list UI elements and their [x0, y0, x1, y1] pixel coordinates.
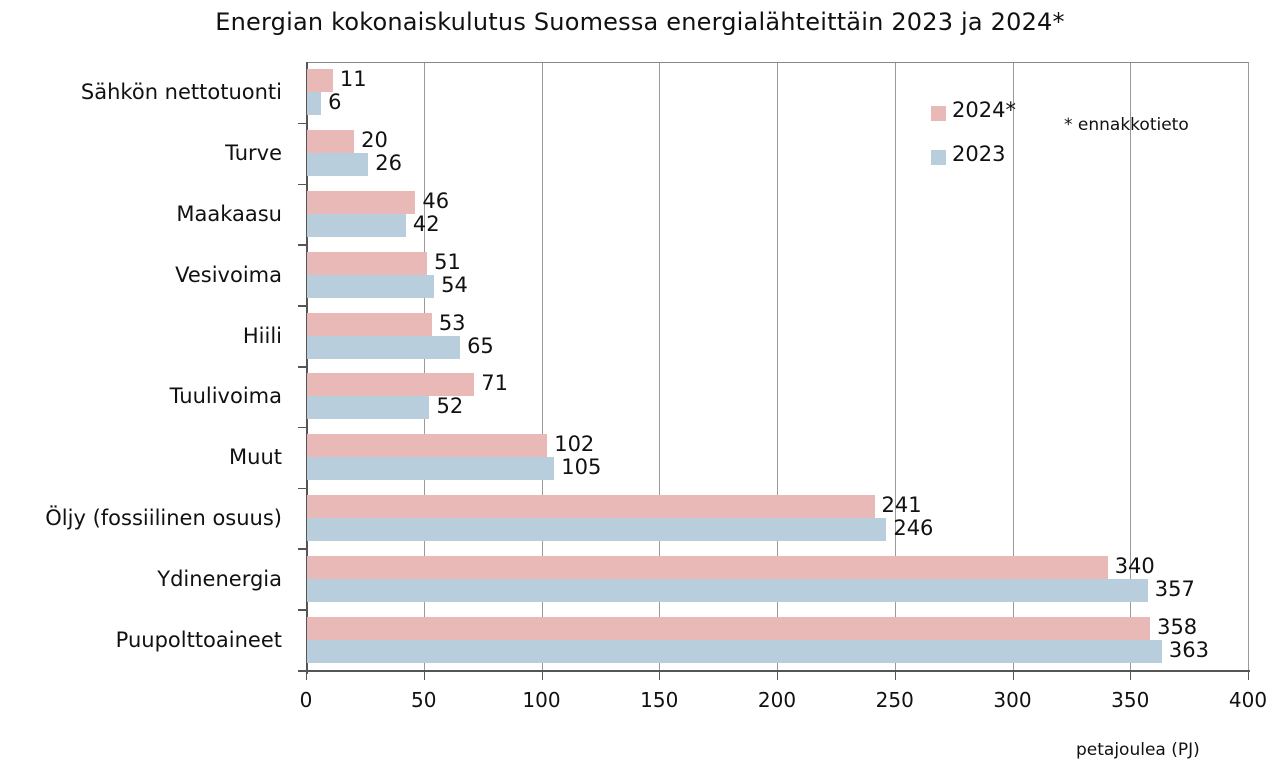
- gridline: [423, 63, 425, 671]
- category-label: Ydinenergia: [157, 566, 282, 591]
- bar-2024: [307, 251, 428, 275]
- x-tick: [306, 670, 307, 680]
- y-tick: [298, 548, 306, 550]
- bar-2024: [307, 191, 416, 214]
- chart-title: Energian kokonaiskulutus Suomessa energi…: [215, 8, 1065, 36]
- gridline: [1012, 63, 1014, 671]
- plot-area: [306, 62, 1249, 671]
- bar-value-label: 20: [361, 128, 388, 153]
- category-label: Öljy (fossiilinen osuus): [45, 506, 282, 530]
- legend-swatch-2023: [931, 150, 946, 165]
- bar-value-label: 26: [375, 151, 402, 176]
- bar-2023: [307, 578, 1148, 602]
- y-tick: [298, 426, 306, 429]
- gridline: [659, 63, 661, 671]
- bar-value-label: 42: [412, 212, 440, 236]
- y-tick: [298, 244, 306, 246]
- bar-2023: [307, 274, 435, 298]
- bar-value-label: 51: [434, 249, 461, 274]
- x-tick-label: 100: [522, 688, 561, 712]
- bar-value-label: 340: [1114, 553, 1155, 578]
- x-tick: [1012, 670, 1014, 680]
- legend-swatch-2024: [931, 106, 946, 121]
- category-label: Muut: [229, 445, 282, 470]
- x-tick-label: 250: [875, 688, 914, 712]
- bar-value-label: 241: [881, 493, 922, 517]
- bar-2024: [307, 312, 432, 336]
- bar-2023: [307, 92, 322, 116]
- bar-value-label: 65: [467, 333, 494, 358]
- bar-2023: [307, 335, 461, 359]
- y-tick: [298, 487, 306, 490]
- x-axis-unit-label: petajoulea (PJ): [1076, 740, 1200, 760]
- y-axis-line: [306, 62, 308, 674]
- category-label: Tuulivoima: [169, 384, 282, 409]
- bar-value-label: 52: [436, 394, 464, 419]
- bar-value-label: 11: [339, 67, 367, 92]
- x-axis-line: [298, 670, 1250, 672]
- x-tick: [777, 670, 778, 680]
- bar-2023: [307, 153, 369, 177]
- gridline: [894, 63, 896, 671]
- category-label: Turve: [225, 141, 282, 166]
- category-label: Vesivoima: [175, 262, 282, 287]
- bar-value-label: 105: [561, 455, 602, 480]
- x-tick-label: 350: [1111, 688, 1150, 712]
- bar-2023: [307, 457, 555, 481]
- x-tick-label: 150: [640, 688, 679, 712]
- gridline: [1130, 63, 1132, 671]
- bar-2024: [307, 434, 548, 458]
- legend-label-2023: 2023: [952, 142, 1006, 166]
- bar-2024: [307, 69, 333, 93]
- y-tick: [298, 366, 306, 368]
- y-tick: [298, 183, 306, 186]
- x-tick-label: 50: [411, 688, 437, 712]
- bar-value-label: 46: [422, 189, 450, 213]
- y-tick: [298, 122, 306, 125]
- y-tick: [298, 305, 306, 307]
- x-tick: [1130, 670, 1132, 680]
- y-tick: [298, 609, 306, 611]
- bar-2024: [307, 495, 875, 518]
- category-label: Maakaasu: [176, 202, 282, 226]
- bar-value-label: 363: [1168, 637, 1209, 662]
- bar-value-label: 358: [1157, 614, 1198, 639]
- legend-label-2024: 2024*: [952, 98, 1016, 122]
- footnote-preliminary: * ennakkotieto: [1064, 115, 1189, 135]
- x-tick-label: 200: [757, 688, 797, 712]
- bar-value-label: 54: [441, 272, 468, 297]
- bar-value-label: 53: [438, 310, 466, 335]
- bar-2024: [307, 130, 355, 154]
- x-tick-label: 0: [299, 688, 313, 712]
- gridline: [541, 63, 543, 671]
- x-tick: [894, 670, 896, 680]
- bar-value-label: 6: [328, 90, 342, 115]
- bar-value-label: 357: [1154, 576, 1195, 601]
- x-tick-label: 400: [1228, 688, 1268, 712]
- x-tick: [659, 670, 661, 680]
- bar-value-label: 102: [554, 432, 595, 457]
- x-tick: [541, 670, 543, 680]
- x-tick-label: 300: [993, 688, 1032, 712]
- bar-2023: [307, 214, 406, 237]
- bar-2024: [307, 373, 475, 397]
- bar-2024: [307, 555, 1108, 579]
- x-tick: [1248, 670, 1249, 680]
- bar-2023: [307, 639, 1162, 663]
- bar-2024: [307, 616, 1151, 640]
- bar-value-label: 246: [893, 516, 934, 540]
- bar-2023: [307, 396, 430, 420]
- x-tick: [423, 670, 425, 680]
- gridline: [777, 63, 778, 671]
- category-label: Puupolttoaineet: [115, 627, 282, 652]
- bar-2023: [307, 518, 887, 541]
- category-label: Sähkön nettotuonti: [80, 80, 282, 105]
- category-label: Hiili: [242, 323, 282, 348]
- bar-value-label: 71: [481, 371, 508, 396]
